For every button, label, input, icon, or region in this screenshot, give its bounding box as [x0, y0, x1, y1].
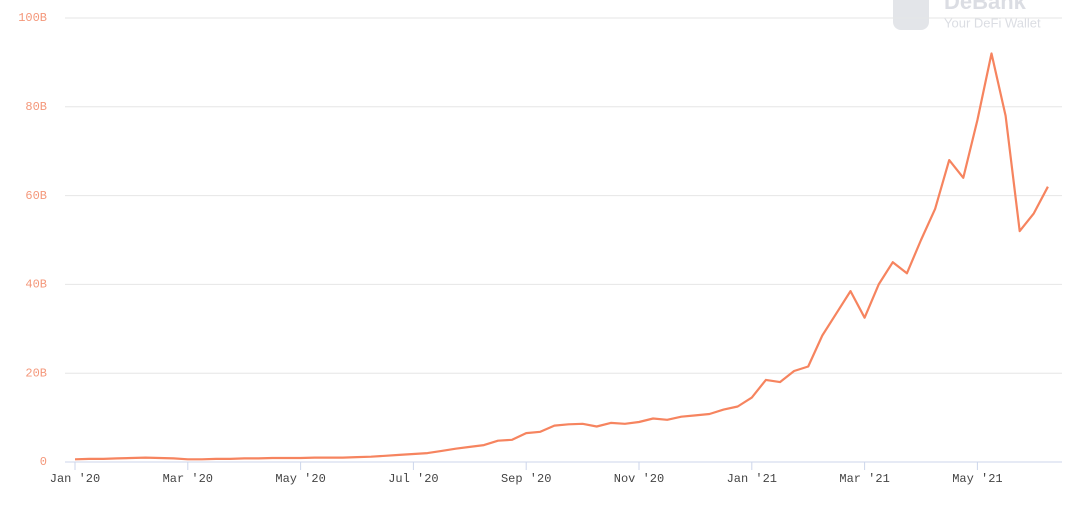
y-tick-label: 80B — [25, 100, 47, 114]
x-tick-label: Jan '20 — [50, 472, 100, 486]
x-tick-label: May '21 — [952, 472, 1002, 486]
y-tick-label: 0 — [40, 455, 47, 469]
y-tick-label: 60B — [25, 189, 47, 203]
x-tick-label: Mar '20 — [163, 472, 213, 486]
watermark-brand: DeBank — [944, 0, 1027, 14]
series-line — [74, 52, 1049, 461]
x-tick-label: Mar '21 — [839, 472, 889, 486]
x-tick-label: Jan '21 — [727, 472, 777, 486]
x-tick-label: Nov '20 — [614, 472, 664, 486]
watermark-logo — [893, 0, 929, 30]
watermark: DeBank Your DeFi Wallet — [893, 0, 1041, 30]
watermark-tagline: Your DeFi Wallet — [944, 15, 1041, 30]
y-tick-label: 40B — [25, 278, 47, 292]
y-tick-label: 20B — [25, 366, 47, 380]
x-tick-label: May '20 — [275, 472, 325, 486]
x-tick-label: Jul '20 — [388, 472, 438, 486]
y-tick-label: 100B — [18, 11, 47, 25]
x-tick-label: Sep '20 — [501, 472, 551, 486]
